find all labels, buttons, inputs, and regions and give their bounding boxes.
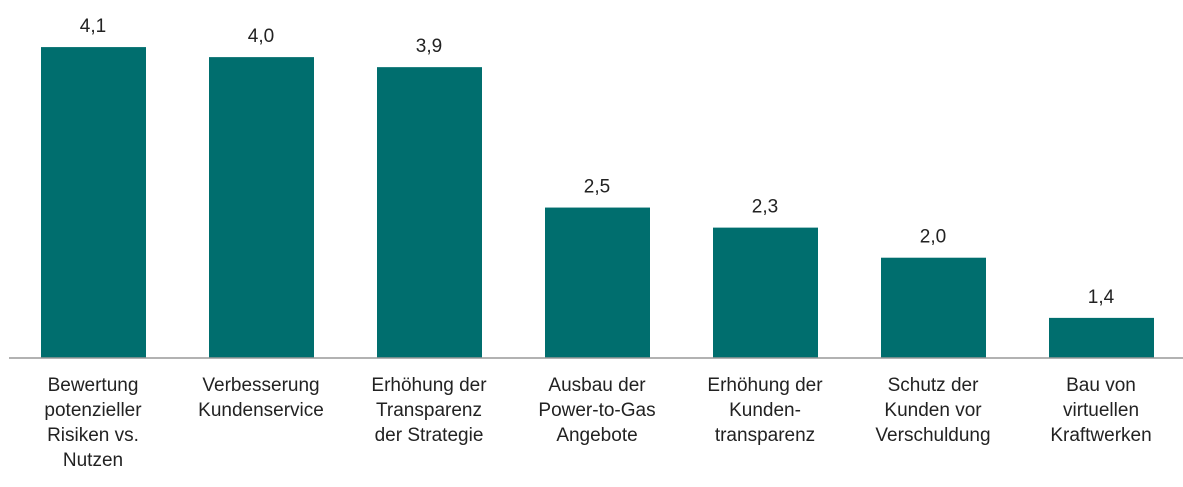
bar bbox=[881, 257, 986, 358]
x-tick-label: Erhöhung der bbox=[371, 375, 487, 396]
x-tick-label: virtuellen bbox=[1063, 400, 1139, 421]
bar bbox=[41, 47, 146, 359]
value-label: 2,0 bbox=[920, 227, 946, 248]
x-tick-label: Verbesserung bbox=[202, 375, 319, 396]
value-label: 1,4 bbox=[1088, 287, 1115, 308]
x-tick-label: Verschuldung bbox=[875, 425, 990, 446]
x-tick-label: potenzieller bbox=[44, 400, 142, 421]
value-label: 4,0 bbox=[248, 26, 274, 47]
x-tick-label: Erhöhung der bbox=[707, 375, 823, 396]
x-tick-label: Power-to-Gas bbox=[538, 400, 655, 421]
bar bbox=[377, 67, 482, 358]
x-tick-label: der Strategie bbox=[375, 425, 484, 446]
value-label: 3,9 bbox=[416, 36, 442, 57]
x-tick-label: Transparenz bbox=[376, 400, 482, 421]
bar bbox=[545, 207, 650, 358]
x-tick-label: Ausbau der bbox=[548, 375, 646, 396]
x-tick-label: Bau von bbox=[1066, 375, 1136, 396]
value-label: 2,3 bbox=[752, 197, 778, 218]
x-tick-label: Nutzen bbox=[63, 450, 123, 471]
x-tick-label: Kundenservice bbox=[198, 400, 324, 421]
x-tick-label: Angebote bbox=[556, 425, 637, 446]
x-tick-label: Risiken vs. bbox=[47, 425, 139, 446]
bar bbox=[1049, 317, 1154, 358]
bar bbox=[209, 57, 314, 358]
x-tick-label: Schutz der bbox=[888, 375, 979, 396]
value-label: 2,5 bbox=[584, 177, 610, 198]
x-tick-label: Kunden- bbox=[729, 400, 801, 421]
x-tick-label: Kunden vor bbox=[884, 400, 982, 421]
bar bbox=[713, 227, 818, 358]
value-label: 4,1 bbox=[80, 16, 106, 37]
x-tick-label: transparenz bbox=[715, 425, 815, 446]
x-tick-label: Bewertung bbox=[48, 375, 139, 396]
x-tick-label: Kraftwerken bbox=[1050, 425, 1151, 446]
